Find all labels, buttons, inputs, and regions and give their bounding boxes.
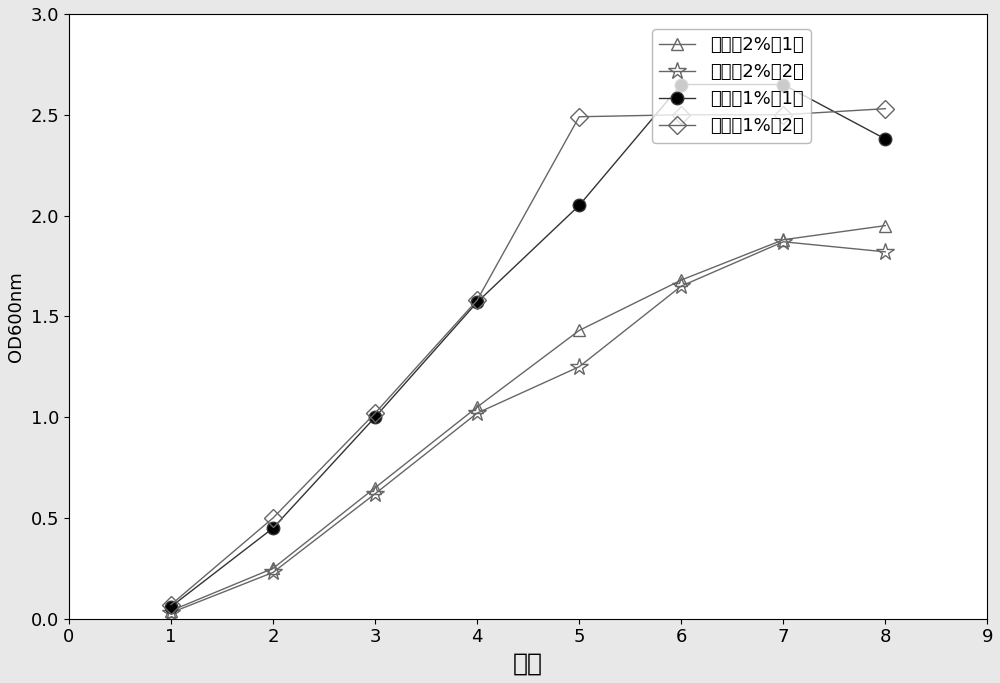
接种量1%（1） [573, 201, 585, 210]
接种量1%（1） [879, 135, 891, 143]
接种量2%（1） [675, 276, 687, 284]
接种量1%（2） [675, 111, 687, 119]
接种量1%（2） [573, 113, 585, 121]
Line: 接种量1%（2）: 接种量1%（2） [165, 102, 892, 611]
X-axis label: 天数: 天数 [513, 652, 543, 676]
Line: 接种量2%（2）: 接种量2%（2） [162, 233, 894, 622]
接种量2%（2） [471, 409, 483, 417]
接种量2%（1） [267, 564, 279, 572]
接种量2%（1） [777, 236, 789, 244]
接种量2%（2） [165, 609, 177, 617]
接种量2%（1） [165, 607, 177, 615]
接种量1%（1） [165, 602, 177, 611]
接种量2%（1） [471, 403, 483, 411]
接种量2%（1） [879, 221, 891, 229]
接种量1%（2） [777, 111, 789, 119]
接种量1%（1） [369, 413, 381, 421]
接种量2%（2） [879, 248, 891, 256]
Legend: 接种量2%（1）, 接种量2%（2）, 接种量1%（1）, 接种量1%（2）: 接种量2%（1）, 接种量2%（2）, 接种量1%（1）, 接种量1%（2） [652, 29, 811, 143]
接种量1%（2） [165, 600, 177, 609]
接种量1%（2） [369, 409, 381, 417]
接种量1%（2） [471, 296, 483, 305]
Line: 接种量1%（1）: 接种量1%（1） [165, 79, 892, 613]
接种量2%（2） [777, 238, 789, 246]
接种量2%（1） [573, 326, 585, 335]
接种量2%（2） [675, 282, 687, 290]
接种量2%（1） [369, 484, 381, 492]
接种量2%（2） [369, 490, 381, 498]
接种量1%（1） [471, 298, 483, 307]
接种量1%（2） [879, 104, 891, 113]
Y-axis label: OD600nm: OD600nm [7, 271, 25, 362]
接种量1%（1） [777, 81, 789, 89]
Line: 接种量2%（1）: 接种量2%（1） [165, 219, 892, 617]
接种量1%（1） [267, 524, 279, 532]
接种量1%（2） [267, 514, 279, 522]
接种量2%（2） [267, 568, 279, 576]
接种量2%（2） [573, 363, 585, 371]
接种量1%（1） [675, 81, 687, 89]
